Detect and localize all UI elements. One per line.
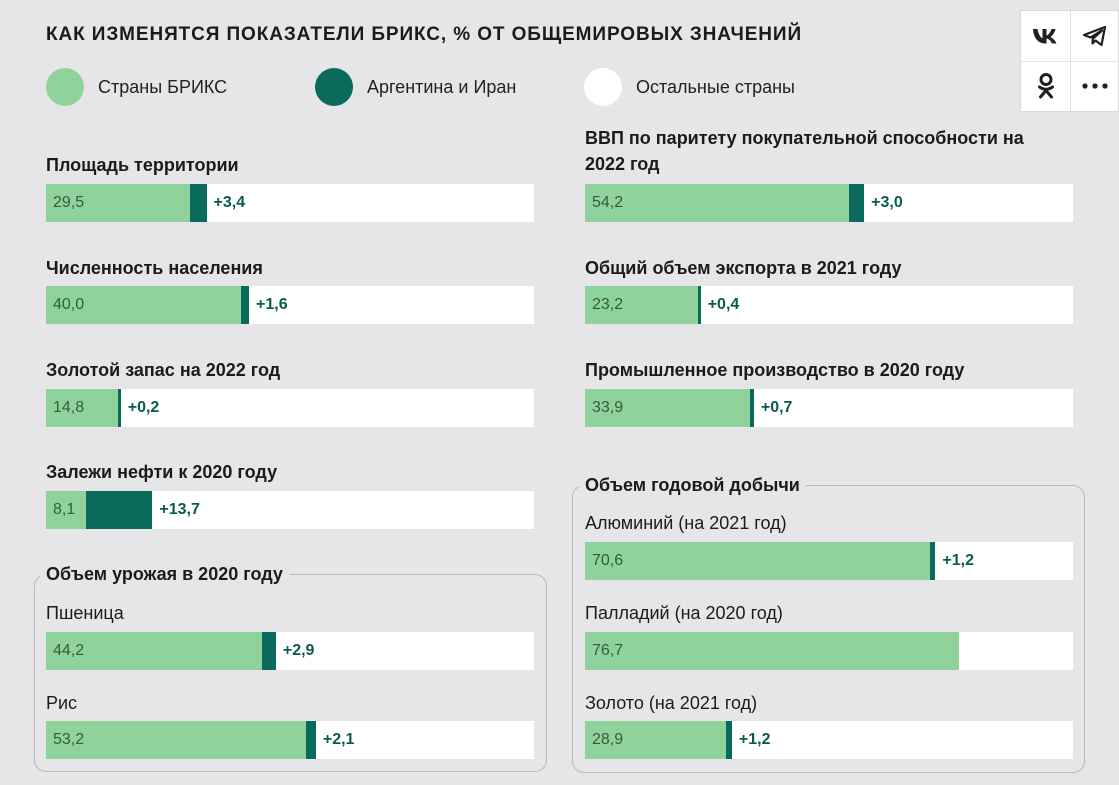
bar-track-other-countries: 44,2 +2,9 — [46, 632, 534, 670]
bar-track-other-countries: 40,0 +1,6 — [46, 286, 534, 324]
bar-track-other-countries: 70,6 +1,2 — [585, 542, 1073, 580]
bar-segment-brics — [46, 491, 86, 529]
data-label-brics: 28,9 — [592, 731, 624, 748]
group-box-mining — [572, 485, 1085, 773]
metric-label: Промышленное производство в 2020 году — [585, 360, 965, 380]
bar-segment-brics — [585, 632, 960, 670]
bar-segment-argentina-iran — [305, 721, 316, 759]
data-label-brics: 29,5 — [53, 194, 85, 211]
bar-segment-brics — [585, 542, 930, 580]
data-label-argentina-iran: +2,9 — [282, 642, 315, 659]
bar-track-other-countries: 23,2 +0,4 — [585, 286, 1073, 324]
bar-segment-argentina-iran — [849, 184, 865, 222]
data-label-brics: 53,2 — [53, 731, 85, 748]
legend-label-other: Остальные страны — [636, 76, 795, 97]
metric-label: Рис — [46, 693, 78, 713]
bar-track-other-countries: 54,2 +3,0 — [585, 184, 1073, 222]
vk-icon — [1032, 29, 1056, 44]
bar-segment-brics — [585, 286, 699, 324]
bar-segment-argentina-iran — [85, 491, 153, 529]
share-panel — [1020, 10, 1119, 112]
bar-segment-brics — [46, 184, 190, 222]
data-label-argentina-iran: +0,4 — [707, 296, 740, 313]
share-odnoklassniki-button[interactable] — [1021, 61, 1071, 111]
bar-track-other-countries: 76,7 — [585, 632, 1073, 670]
metric-label: Численность населения — [46, 258, 263, 278]
bar-segment-argentina-iran — [241, 286, 249, 324]
bar-track-other-countries: 14,8 +0,2 — [46, 389, 534, 427]
bar-segment-argentina-iran — [118, 389, 121, 427]
data-label-brics: 54,2 — [592, 194, 624, 211]
group-title-mining: Объем годовой добычи — [579, 474, 806, 496]
data-label-brics: 33,9 — [592, 399, 624, 416]
bar-track-other-countries: 28,9 +1,2 — [585, 721, 1073, 759]
data-label-argentina-iran: +1,6 — [256, 296, 288, 313]
data-label-argentina-iran: +0,7 — [760, 399, 793, 416]
legend-swatch-brics — [46, 68, 84, 106]
share-telegram-button[interactable] — [1070, 11, 1119, 62]
data-label-argentina-iran: +3,0 — [871, 194, 903, 211]
metric-label: Палладий (на 2020 год) — [585, 603, 783, 623]
bar-segment-argentina-iran — [929, 542, 936, 580]
bar-segment-brics — [46, 632, 262, 670]
data-label-brics: 14,8 — [53, 399, 85, 416]
metric-label: Золото (на 2021 год) — [585, 693, 758, 713]
bar-segment-argentina-iran — [261, 632, 276, 670]
metric-label: Золотой запас на 2022 год — [46, 360, 281, 380]
metric-label: ВВП по паритету покупательной способност… — [585, 128, 1024, 174]
bar-segment-argentina-iran — [698, 286, 701, 324]
bar-segment-brics — [585, 184, 850, 222]
legend-item-argentina-iran: Аргентина и Иран — [315, 68, 516, 106]
group-box-harvest — [34, 574, 547, 772]
bar-segment-brics — [46, 286, 242, 324]
data-label-argentina-iran: +13,7 — [159, 501, 200, 518]
odnoklassniki-icon — [1037, 73, 1054, 99]
metric-label: Пшеница — [46, 603, 124, 623]
bar-track-other-countries: 33,9 +0,7 — [585, 389, 1073, 427]
bar-segment-argentina-iran — [750, 389, 754, 427]
more-icon — [1081, 83, 1108, 89]
bar-segment-argentina-iran — [189, 184, 207, 222]
bar-segment-argentina-iran — [726, 721, 732, 759]
legend-swatch-other — [584, 68, 622, 106]
bar-segment-brics — [46, 389, 119, 427]
bar-segment-brics — [585, 389, 751, 427]
share-vk-button[interactable] — [1021, 11, 1071, 62]
metric-label: Площадь территории — [46, 155, 239, 175]
bar-segment-brics — [46, 721, 306, 759]
share-more-button[interactable] — [1070, 61, 1119, 111]
bar-track-other-countries: 53,2 +2,1 — [46, 721, 534, 759]
legend-label-brics: Страны БРИКС — [98, 76, 228, 97]
data-label-argentina-iran: +1,2 — [738, 731, 771, 748]
data-label-argentina-iran: +0,2 — [127, 399, 160, 416]
telegram-icon — [1082, 25, 1106, 47]
data-label-brics: 76,7 — [592, 642, 624, 659]
data-label-argentina-iran: +1,2 — [942, 552, 974, 569]
legend-swatch-argentina-iran — [315, 68, 353, 106]
data-label-brics: 8,1 — [53, 501, 76, 518]
legend-item-brics: Страны БРИКС — [46, 68, 227, 106]
legend-label-argentina-iran: Аргентина и Иран — [367, 76, 517, 97]
data-label-brics: 44,2 — [53, 642, 85, 659]
chart-title: КАК ИЗМЕНЯТСЯ ПОКАЗАТЕЛИ БРИКС, % ОТ ОБЩ… — [46, 24, 802, 45]
metric-label: Общий объем экспорта в 2021 году — [585, 258, 902, 278]
bar-segment-brics — [585, 721, 727, 759]
data-label-brics: 40,0 — [53, 296, 85, 313]
metric-label: Алюминий (на 2021 год) — [585, 513, 787, 533]
bar-track-other-countries: 29,5 +3,4 — [46, 184, 534, 222]
data-label-brics: 23,2 — [592, 296, 624, 313]
legend-item-other: Остальные страны — [584, 68, 795, 106]
metric-label: Залежи нефти к 2020 году — [46, 462, 278, 482]
data-label-brics: 70,6 — [592, 552, 624, 569]
data-label-argentina-iran: +2,1 — [322, 731, 355, 748]
bar-track-other-countries: 8,1 +13,7 — [46, 491, 534, 529]
data-label-argentina-iran: +3,4 — [213, 194, 246, 211]
group-title-harvest: Объем урожая в 2020 году — [40, 563, 289, 585]
